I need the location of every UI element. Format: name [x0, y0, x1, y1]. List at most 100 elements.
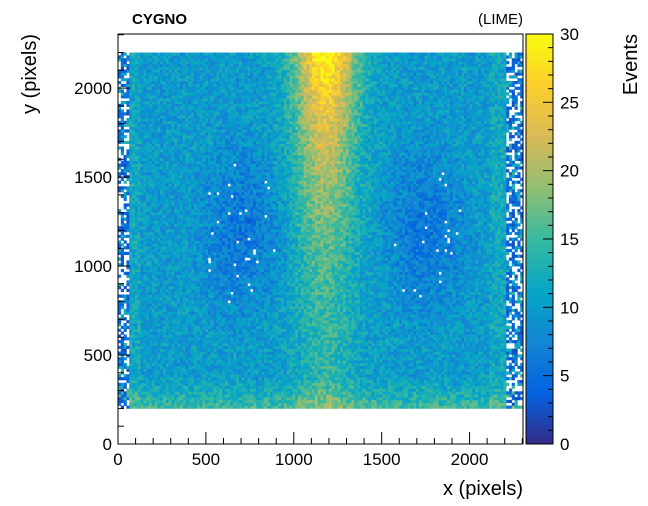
heatmap-cell — [134, 157, 139, 162]
heatmap-cell — [213, 379, 217, 384]
heatmap-cell — [222, 177, 226, 181]
heatmap-cell — [199, 163, 203, 167]
heatmap-cell — [165, 331, 169, 335]
heatmap-cell — [219, 397, 223, 401]
heatmap-cell — [216, 115, 220, 119]
heatmap-cell — [233, 303, 237, 307]
heatmap-cell — [123, 197, 127, 201]
heatmap-cell — [208, 382, 212, 386]
heatmap-cell — [118, 377, 122, 381]
heatmap-cell — [191, 234, 195, 238]
heatmap-cell — [224, 69, 229, 73]
heatmap-cell — [118, 322, 122, 327]
heatmap-cell — [213, 112, 217, 116]
heatmap-cell — [143, 297, 147, 301]
heatmap-cell — [193, 394, 198, 398]
heatmap-cell — [230, 337, 234, 341]
heatmap-cell — [132, 203, 136, 207]
heatmap-cell — [230, 385, 234, 389]
heatmap-cell — [224, 291, 229, 295]
heatmap-cell — [222, 360, 226, 364]
heatmap-cell — [177, 271, 181, 275]
heatmap-cell — [199, 152, 203, 156]
heatmap-cell — [219, 382, 223, 386]
heatmap-cell — [132, 117, 136, 122]
heatmap-cell — [230, 382, 234, 386]
heatmap-cell — [219, 351, 223, 355]
heatmap-cell — [132, 271, 136, 275]
heatmap-cell — [199, 135, 203, 139]
heatmap-cell — [222, 78, 226, 82]
heatmap-cell — [134, 234, 139, 238]
heatmap-cell — [202, 55, 206, 59]
heatmap-cell — [191, 354, 195, 358]
heatmap-cell — [177, 374, 181, 378]
heatmap-cell — [174, 192, 178, 196]
heatmap-cell — [219, 80, 223, 85]
heatmap-cell — [168, 100, 172, 105]
heatmap-cell — [179, 149, 184, 153]
heatmap-cell — [202, 328, 206, 332]
heatmap-cell — [188, 246, 192, 250]
heatmap-cell — [202, 220, 206, 224]
heatmap-cell — [199, 58, 203, 62]
heatmap-cell — [171, 220, 175, 224]
heatmap-cell — [146, 229, 150, 233]
heatmap-cell — [216, 174, 220, 179]
heatmap-cell — [213, 246, 217, 250]
heatmap-cell — [132, 106, 136, 110]
heatmap-cell — [160, 55, 164, 59]
heatmap-cell — [129, 377, 133, 381]
heatmap-cell — [216, 78, 220, 82]
heatmap-cell — [171, 197, 175, 201]
heatmap-cell — [210, 257, 214, 261]
heatmap-cell — [134, 360, 139, 364]
heatmap-cell — [123, 294, 127, 298]
heatmap-cell — [165, 340, 169, 344]
heatmap-cell — [157, 69, 161, 73]
heatmap-cell — [129, 399, 133, 404]
heatmap-cell — [191, 112, 195, 116]
heatmap-cell — [168, 169, 172, 173]
heatmap-cell — [140, 146, 144, 150]
heatmap-cell — [182, 129, 186, 133]
heatmap-cell — [193, 297, 198, 301]
heatmap-cell — [163, 209, 167, 213]
heatmap-cell — [118, 294, 122, 298]
heatmap-cell — [227, 229, 231, 233]
heatmap-cell — [171, 382, 175, 386]
heatmap-cell — [213, 61, 217, 65]
heatmap-cell — [233, 194, 237, 199]
heatmap-cell — [163, 66, 167, 70]
heatmap-cell — [224, 163, 229, 167]
heatmap-cell — [151, 297, 155, 301]
heatmap-cell — [216, 146, 220, 150]
heatmap-cell — [168, 385, 172, 389]
heatmap-cell — [154, 123, 158, 127]
heatmap-cell — [154, 163, 158, 167]
heatmap-cell — [132, 149, 136, 153]
heatmap-cell — [129, 63, 133, 68]
heatmap-cell — [118, 140, 122, 144]
heatmap-cell — [177, 89, 181, 93]
heatmap-cell — [134, 155, 139, 159]
heatmap-cell — [154, 103, 158, 107]
heatmap-cell — [129, 103, 133, 107]
heatmap-cell — [191, 206, 195, 210]
heatmap-cell — [129, 251, 133, 256]
heatmap-cell — [129, 132, 133, 136]
heatmap-cell — [191, 189, 195, 193]
heatmap-cell — [163, 223, 167, 227]
heatmap-cell — [140, 217, 144, 221]
heatmap-cell — [123, 342, 127, 347]
heatmap-cell — [188, 402, 192, 406]
heatmap-cell — [233, 385, 237, 389]
heatmap-cell — [118, 112, 122, 116]
heatmap-cell — [129, 209, 133, 213]
heatmap-cell — [148, 399, 153, 404]
heatmap-cell — [177, 322, 181, 327]
heatmap-cell — [120, 75, 124, 79]
heatmap-cell — [199, 362, 203, 367]
heatmap-cell — [208, 149, 212, 153]
heatmap-cell — [137, 100, 141, 105]
